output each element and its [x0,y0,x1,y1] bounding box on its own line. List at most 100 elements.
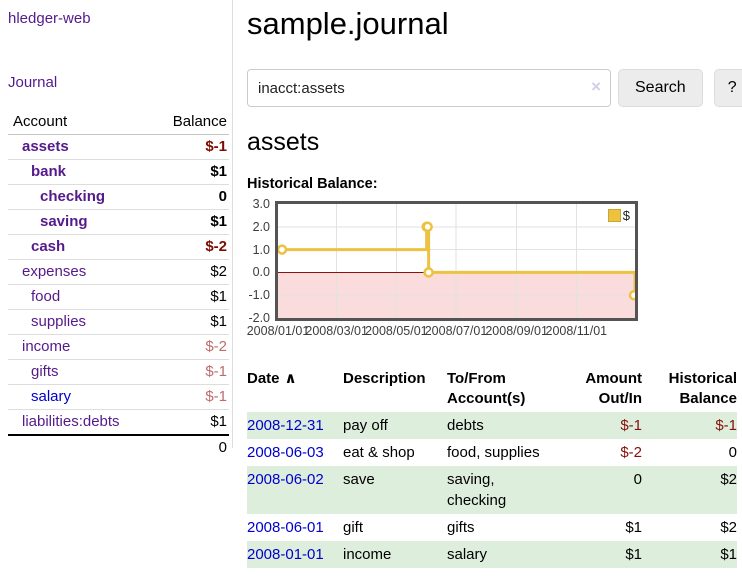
account-link[interactable]: salary [31,388,72,405]
transaction-balance: $1 [720,546,737,563]
total-row: 0 [8,434,229,460]
account-row: supplies $1 [8,309,229,335]
transaction-balance: 0 [728,444,737,461]
account-link[interactable]: food [31,288,61,305]
account-link[interactable]: saving [40,213,88,230]
sidebar-item-journal[interactable]: Journal [8,74,58,91]
x-tick-label: 2008/09/01 [485,324,548,338]
account-row: cash $-2 [8,234,229,260]
account-row: food $1 [8,284,229,310]
account-link[interactable]: checking [40,188,106,205]
register-row: 2008-01-01 income salary $1 $1 [247,541,737,568]
transaction-description: income [343,546,392,563]
x-tick-label: 2008/03/01 [305,324,368,338]
transaction-amount: 0 [633,471,642,488]
transaction-description: pay off [343,417,388,434]
account-balance: $1 [154,159,229,185]
brand-link[interactable]: hledger-web [8,10,91,27]
accounts-column-header: To/From Account(s) [447,370,526,407]
account-link[interactable]: expenses [22,263,87,280]
account-balance: $1 [154,409,229,436]
search-form: × Search ? [247,69,742,107]
balance-column-header: Historical Balance [668,370,737,407]
app-window: hledger-web Journal Account Balance asse… [0,0,742,568]
register-table: Date ∧ Description To/From Account(s) Amo… [247,366,737,568]
transaction-amount: $1 [625,546,642,563]
account-balance: $2 [154,259,229,285]
account-row: liabilities:debts $1 [8,409,229,436]
account-balance: $1 [154,309,229,335]
account-balance: $-1 [154,134,229,160]
sidebar: hledger-web Journal Account Balance asse… [0,0,233,460]
account-link[interactable]: assets [22,138,69,155]
search-input[interactable] [247,69,611,107]
chart-legend: $ [606,207,631,224]
transaction-description: eat & shop [343,444,415,461]
account-row: assets $-1 [8,134,229,160]
account-row: bank $1 [8,159,229,185]
chart-x-axis-labels: 2008/01/01 2008/03/01 2008/05/01 2008/07/01… [247,321,638,338]
register-header-row: Date ∧ Description To/From Account(s) Amo… [247,366,737,412]
description-column-header: Description [343,370,426,387]
account-link[interactable]: cash [31,238,66,255]
account-link[interactable]: liabilities:debts [22,413,120,430]
account-row: gifts $-1 [8,359,229,385]
balance-column-header: Balance [154,110,229,135]
account-balance: $-2 [154,234,229,260]
register-row: 2008-06-03 eat & shop food, supplies $-2 0 [247,439,737,466]
account-balance: 0 [154,184,229,210]
account-table-body: assets $-1 bank $1 checking 0 saving $1 cash $-2 e… [8,134,229,436]
transaction-date-link[interactable]: 2008-12-31 [247,417,324,434]
account-balance: $1 [154,284,229,310]
x-tick-label: 2008/01/01 [246,324,310,338]
account-balance: $1 [154,209,229,235]
y-tick-label: 0.0 [252,265,270,280]
x-tick-label: 2008/07/01 [424,324,488,338]
transaction-date-link[interactable]: 2008-06-01 [247,519,324,536]
transaction-description: save [343,471,375,488]
account-link[interactable]: supplies [31,313,87,330]
account-balance-table: Account Balance assets $-1 bank $1 checking 0… [8,110,229,460]
transaction-date-link[interactable]: 2008-06-02 [247,471,324,488]
transaction-accounts: salary [447,546,488,563]
x-tick-label: 2008/05/01 [365,324,428,338]
y-tick-label: -1.0 [248,288,270,303]
account-row: salary $-1 [8,384,229,410]
transaction-date-link[interactable]: 2008-01-01 [247,546,324,563]
transaction-accounts: saving, checking [447,471,507,509]
transaction-balance: $-1 [715,417,737,434]
account-balance: $-2 [154,334,229,360]
transaction-date-link[interactable]: 2008-06-03 [247,444,324,461]
clear-search-icon[interactable]: × [591,77,601,96]
help-button[interactable]: ? [713,69,742,107]
y-tick-label: 2.0 [252,219,270,234]
page-title: sample.journal [247,6,449,41]
transaction-amount: $-2 [620,444,642,461]
account-link[interactable]: bank [31,163,67,180]
register-table-body: 2008-12-31 pay off debts $-1 $-1 2008-06-03 ea… [247,412,737,568]
account-row: income $-2 [8,334,229,360]
y-tick-label: -2.0 [248,311,270,325]
account-balance: $-1 [154,384,229,410]
register-row: 2008-12-31 pay off debts $-1 $-1 [247,412,737,439]
search-button[interactable]: Search [618,69,703,107]
y-tick-label: 1.0 [252,242,270,257]
account-row: checking 0 [8,184,229,210]
x-tick-label: 2008/11/01 [545,324,608,338]
account-column-header: Account [8,110,155,135]
transaction-amount: $-1 [620,417,642,434]
account-link[interactable]: income [22,338,71,355]
account-title: assets [247,128,320,156]
transaction-accounts: food, supplies [447,444,540,461]
chart-label: Historical Balance: [247,176,378,192]
transaction-accounts: gifts [447,519,475,536]
chart-y-axis-labels: 3.0 2.0 1.0 0.0 -1.0 -2.0 [247,197,275,338]
account-link[interactable]: gifts [31,363,59,380]
y-tick-label: 3.0 [252,197,270,211]
account-row: expenses $2 [8,259,229,285]
register-row: 2008-06-02 save saving, checking 0 $2 [247,466,737,514]
transaction-amount: $1 [625,519,642,536]
transaction-description: gift [343,519,364,536]
date-column-header[interactable]: Date ∧ [247,370,297,387]
account-row: saving $1 [8,209,229,235]
